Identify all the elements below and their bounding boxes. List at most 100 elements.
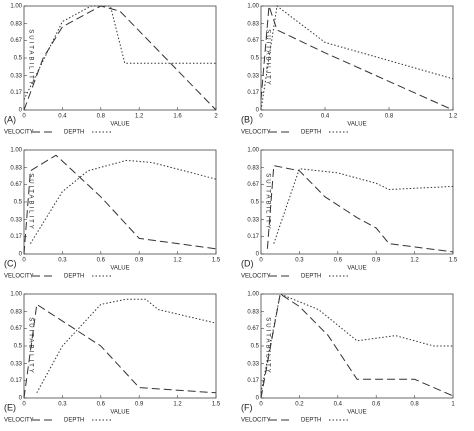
panel-label: (D) (241, 258, 254, 268)
x-tick-label: 0.3 (295, 258, 304, 264)
x-tick-label: 0.9 (135, 402, 144, 408)
x-tick-label: 0.4 (334, 402, 343, 408)
y-axis-label: SUITABILITY (27, 317, 33, 375)
legend-label: DEPTH (301, 418, 321, 424)
panel-label: (A) (4, 114, 16, 124)
x-tick-label: 1.5 (449, 258, 458, 264)
series-line (266, 164, 454, 253)
series-line (23, 5, 217, 111)
y-axis-label: SUITABILITY (264, 317, 270, 375)
series-line (29, 159, 217, 244)
y-tick-label: 1.00 (247, 4, 259, 10)
y-tick-label: 0 (19, 252, 23, 258)
y-tick-label: 1.00 (247, 292, 259, 298)
x-tick-label: 0.4 (321, 114, 330, 120)
x-tick-label: 1.5 (212, 402, 221, 408)
y-tick-label: 0.83 (10, 165, 22, 171)
y-tick-label: 1.00 (247, 148, 259, 154)
y-tick-label: 0.33 (247, 73, 259, 79)
y-tick-label: 0 (256, 252, 260, 258)
x-tick-label: 1.2 (410, 258, 419, 264)
x-axis-label: VALUE (110, 266, 129, 272)
y-tick-label: 0.33 (247, 217, 259, 223)
x-tick-label: 0.9 (135, 258, 144, 264)
y-tick-label: 0.17 (247, 90, 259, 96)
legend-label: DEPTH (64, 418, 84, 424)
x-tick-label: 0.2 (295, 402, 304, 408)
legend-label: VELOCITY (241, 274, 271, 280)
y-tick-label: 0.5 (251, 56, 260, 62)
y-tick-label: 0.17 (10, 234, 22, 240)
panel-label: (C) (4, 258, 17, 268)
y-tick-label: 0.5 (14, 344, 23, 350)
legend-label: DEPTH (64, 130, 84, 136)
x-tick-label: 0.6 (372, 402, 381, 408)
y-tick-label: 0.83 (247, 21, 259, 27)
x-axis-label: VALUE (347, 410, 366, 416)
y-tick-label: 0.17 (247, 234, 259, 240)
x-tick-label: 1.2 (173, 402, 182, 408)
y-tick-label: 0 (19, 108, 23, 114)
y-tick-label: 0.33 (10, 361, 22, 367)
legend-label: VELOCITY (241, 130, 271, 136)
y-tick-label: 0.33 (10, 73, 22, 79)
y-axis-label: SUITABILITY (27, 173, 33, 231)
x-tick-label: 1 (451, 402, 455, 408)
y-tick-label: 1.00 (10, 4, 22, 10)
x-tick-label: 1.6 (173, 114, 182, 120)
y-tick-label: 0.17 (10, 378, 22, 384)
y-tick-label: 0.83 (10, 309, 22, 315)
series-line (23, 5, 216, 100)
y-tick-label: 0.67 (10, 182, 22, 188)
legend-label: DEPTH (64, 274, 84, 280)
plot-frame (23, 149, 217, 255)
x-axis-label: VALUE (347, 122, 366, 128)
series-line (23, 303, 217, 399)
x-tick-label: 0.3 (58, 258, 67, 264)
series-line (23, 154, 217, 255)
x-axis-label: VALUE (110, 410, 129, 416)
y-tick-label: 0.67 (247, 182, 259, 188)
x-tick-label: 1.5 (212, 258, 221, 264)
x-tick-label: 2 (214, 114, 218, 120)
y-tick-label: 0.83 (247, 309, 259, 315)
legend-label: DEPTH (301, 130, 321, 136)
x-tick-label: 0 (259, 258, 263, 264)
y-tick-label: 0 (19, 396, 23, 402)
series-line (273, 168, 454, 244)
x-tick-label: 0.9 (372, 258, 381, 264)
y-tick-label: 0.67 (247, 38, 259, 44)
x-tick-label: 0 (22, 114, 26, 120)
x-tick-label: 0 (259, 114, 263, 120)
y-axis-label: SUITABILITY (27, 29, 33, 87)
y-tick-label: 0.83 (10, 21, 22, 27)
panel-label: (F) (241, 402, 253, 412)
x-axis-label: VALUE (110, 122, 129, 128)
x-tick-label: 0.6 (97, 402, 106, 408)
series-line (260, 293, 454, 399)
y-tick-label: 0.5 (14, 56, 23, 62)
y-tick-label: 0.5 (251, 344, 260, 350)
y-axis-label: SUITABILITY (264, 29, 270, 87)
x-tick-label: 1.2 (173, 258, 182, 264)
y-tick-label: 0.17 (247, 378, 259, 384)
x-tick-label: 0.8 (385, 114, 394, 120)
panel-label: (B) (241, 114, 253, 124)
panel-label: (E) (4, 402, 16, 412)
series-line (260, 293, 453, 393)
x-axis-label: VALUE (347, 266, 366, 272)
plot-frame (260, 293, 454, 399)
y-tick-label: 0 (256, 396, 260, 402)
x-tick-label: 0.6 (97, 258, 106, 264)
plot-frame (23, 5, 217, 111)
y-tick-label: 0 (256, 108, 260, 114)
y-axis-label: SUITABILITY (264, 173, 270, 231)
y-tick-label: 0.67 (247, 326, 259, 332)
plot-frame (260, 149, 454, 255)
series-line (260, 5, 454, 111)
x-tick-label: 1.2 (135, 114, 144, 120)
legend-label: VELOCITY (4, 274, 34, 280)
y-tick-label: 1.00 (10, 148, 22, 154)
y-tick-label: 0.5 (14, 200, 23, 206)
